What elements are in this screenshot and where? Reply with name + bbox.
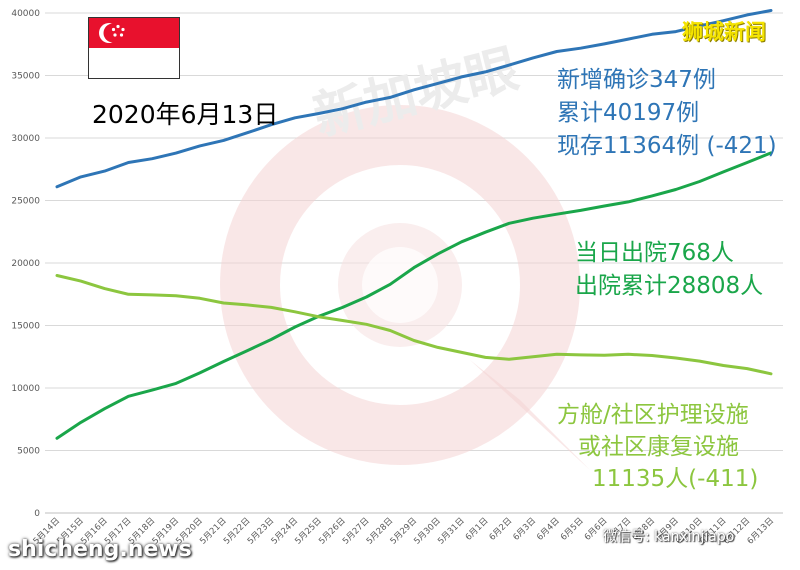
confirmed-new: 新增确诊347例 [557,67,716,93]
x-tick-label: 6月13日 [746,516,777,547]
y-tick-label: 35000 [11,72,40,82]
y-tick-label: 10000 [11,384,40,394]
date-label: 2020年6月13日 [92,100,279,129]
y-tick-label: 25000 [11,197,40,207]
x-tick-label: 6月2日 [488,516,515,543]
discharged-total: 出院累计28808人 [575,273,764,299]
y-tick-label: 5000 [17,447,40,457]
series-line-confirmed [55,9,773,189]
singapore-flag-icon [88,17,180,79]
community-facility-line2: 或社区康复设施 [578,434,739,460]
x-tick-label: 5月31日 [436,516,467,547]
confirmed-total: 累计40197例 [557,100,700,126]
x-tick-label: 6月4日 [535,516,562,543]
wechat-watermark: 微信号: kanxinjiapo [603,529,735,545]
x-tick-label: 6月1日 [464,516,491,543]
brand-logo-text: 狮城新闻 [682,20,766,44]
confirmed-active: 现存11364例 (-421) [557,133,777,159]
watermark-ring [220,105,580,465]
discharged-today: 当日出院768人 [575,240,734,266]
site-watermark: shicheng.news [8,537,192,562]
y-tick-label: 30000 [11,134,40,144]
series-line-discharged [55,151,773,440]
y-tick-label: 20000 [11,259,40,269]
x-tick-label: 6月3日 [511,516,538,543]
series-line-community [55,274,773,376]
y-tick-label: 0 [34,509,40,519]
community-facility-count: 11135人(-411) [592,466,759,492]
watermark-layer: 新加坡眼 [220,39,590,470]
watermark-tail [470,360,590,470]
watermark-pupil [362,247,438,323]
y-tick-label: 15000 [11,322,40,332]
y-tick-label: 40000 [11,9,40,19]
community-facility-line1: 方舱/社区护理设施 [557,402,749,428]
series-layer [55,9,773,440]
x-tick-label: 6月5日 [559,516,586,543]
